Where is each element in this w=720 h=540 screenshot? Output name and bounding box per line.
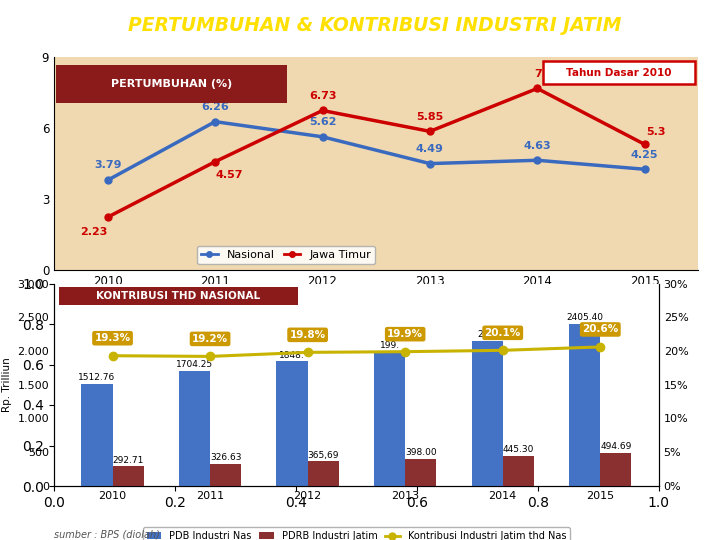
Bar xyxy=(600,453,631,486)
Bar xyxy=(112,466,144,486)
Legend: PDB Industri Nas, PDRB Industri Jatim, Kontribusi Industri Jatim thd Nas: PDB Industri Nas, PDRB Industri Jatim, K… xyxy=(143,528,570,540)
FancyBboxPatch shape xyxy=(56,65,287,103)
Legend: Nasional, Jawa Timur: Nasional, Jawa Timur xyxy=(197,246,375,265)
Bar xyxy=(472,341,503,486)
Bar xyxy=(405,459,436,486)
Text: 19.9%: 19.9% xyxy=(387,329,423,339)
Text: 222.: 222. xyxy=(477,330,497,339)
Text: 5.62: 5.62 xyxy=(309,117,336,127)
Text: 19.8%: 19.8% xyxy=(289,330,325,340)
Text: 7.66: 7.66 xyxy=(534,69,562,79)
Text: 326.63: 326.63 xyxy=(210,453,241,462)
Text: 4.63: 4.63 xyxy=(523,140,551,151)
FancyBboxPatch shape xyxy=(543,62,696,84)
Text: 6.26: 6.26 xyxy=(201,102,229,112)
FancyBboxPatch shape xyxy=(59,287,298,305)
Text: 20.6%: 20.6% xyxy=(582,325,618,334)
Text: 20.1%: 20.1% xyxy=(485,328,521,338)
Text: Tahun Dasar 2010: Tahun Dasar 2010 xyxy=(566,68,672,78)
Text: PERTUMBUHAN (%): PERTUMBUHAN (%) xyxy=(111,79,233,89)
Text: 1704.25: 1704.25 xyxy=(176,360,213,369)
Bar xyxy=(210,464,241,486)
Text: 398.00: 398.00 xyxy=(405,448,436,457)
Text: 1848.: 1848. xyxy=(279,350,305,360)
Text: sumber : BPS (diolah): sumber : BPS (diolah) xyxy=(54,529,160,539)
Text: 19.2%: 19.2% xyxy=(192,334,228,344)
Bar xyxy=(374,352,405,486)
Bar xyxy=(569,323,600,486)
Text: 2405.40: 2405.40 xyxy=(566,313,603,322)
Text: 4.25: 4.25 xyxy=(631,150,659,159)
Text: 365,69: 365,69 xyxy=(307,450,339,460)
Text: 292.71: 292.71 xyxy=(112,456,144,464)
Bar xyxy=(307,461,339,486)
Text: 19.3%: 19.3% xyxy=(94,333,130,343)
Bar xyxy=(503,456,534,486)
Text: KONTRIBUSI THD NASIONAL: KONTRIBUSI THD NASIONAL xyxy=(96,291,261,301)
Text: 4.57: 4.57 xyxy=(215,170,243,180)
Text: 5.3: 5.3 xyxy=(646,127,665,138)
Bar xyxy=(276,361,307,486)
Bar xyxy=(81,384,112,486)
Text: 445.30: 445.30 xyxy=(503,446,534,454)
Bar xyxy=(179,371,210,486)
Text: 494.69: 494.69 xyxy=(600,442,631,451)
Text: 2.23: 2.23 xyxy=(80,227,107,237)
Text: 5.85: 5.85 xyxy=(416,112,444,122)
Text: PERTUMBUHAN & KONTRIBUSI INDUSTRI JATIM: PERTUMBUHAN & KONTRIBUSI INDUSTRI JATIM xyxy=(127,16,621,35)
Text: 3.79: 3.79 xyxy=(94,160,122,171)
Y-axis label: Rp. Trilliun: Rp. Trilliun xyxy=(2,357,12,412)
Text: 199.: 199. xyxy=(379,341,400,350)
Text: 6.73: 6.73 xyxy=(309,91,336,101)
Text: 1512.76: 1512.76 xyxy=(78,373,115,382)
Text: 4.49: 4.49 xyxy=(416,144,444,154)
